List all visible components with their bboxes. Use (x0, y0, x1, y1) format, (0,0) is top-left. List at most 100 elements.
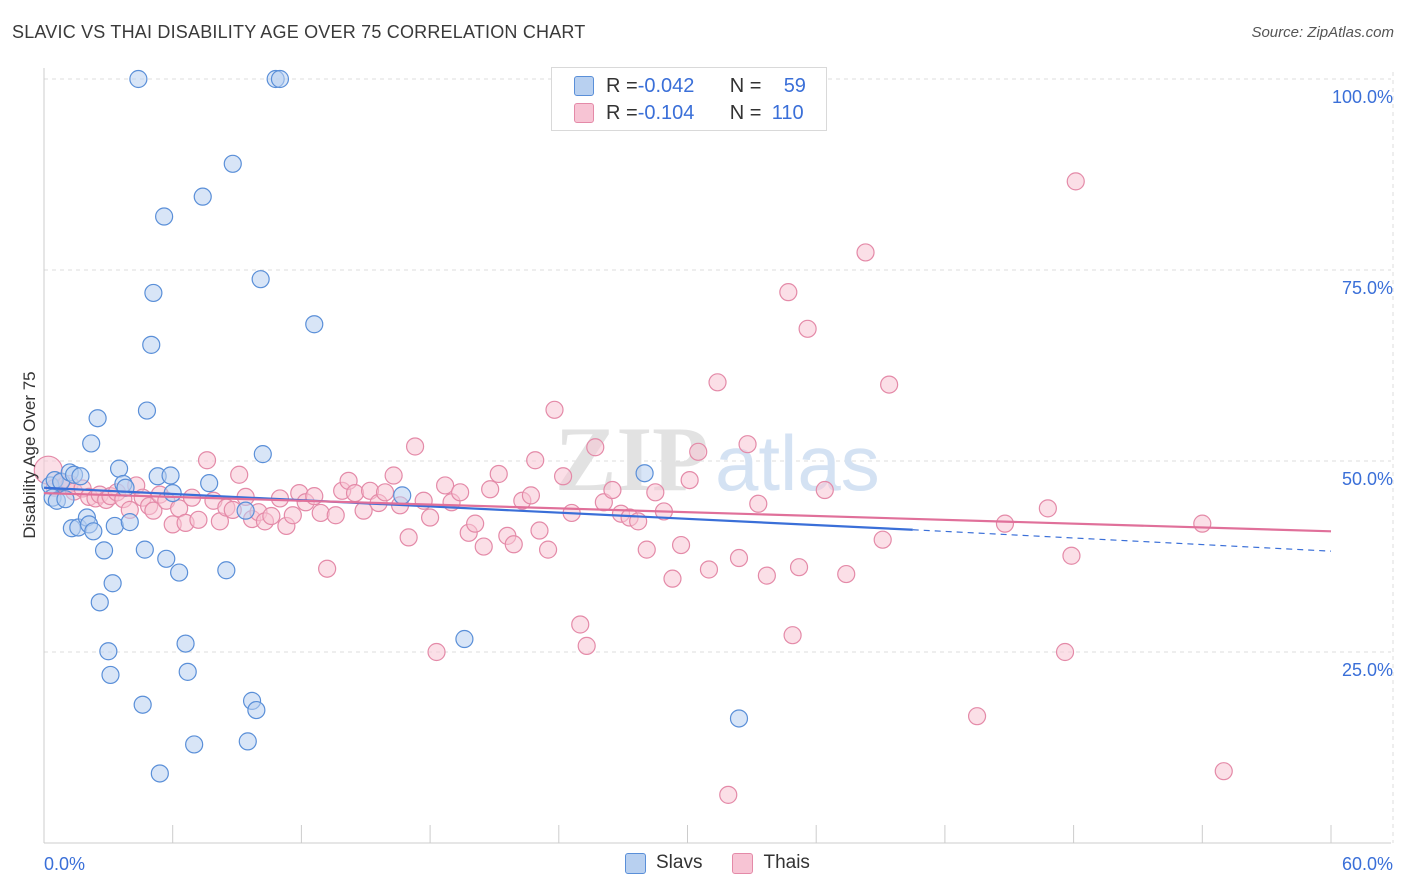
slavs-point (217, 561, 236, 580)
thais-point (474, 537, 493, 556)
thais-point (749, 494, 768, 513)
thais-point (708, 373, 727, 392)
x-tick-label: 60.0% (1342, 854, 1393, 874)
legend-item-slavs[interactable]: Slavs (625, 852, 702, 874)
slavs-points (41, 69, 749, 783)
slavs-point (155, 207, 174, 226)
slavs-point (109, 459, 129, 478)
thais-point (466, 514, 485, 533)
thais-point (1062, 546, 1081, 565)
slavs-point (247, 700, 266, 720)
thais-point (783, 626, 802, 645)
slavs-point (90, 593, 109, 612)
tick-labels: 100.0% 75.0% 50.0% 25.0% 0.0% 60.0% (44, 87, 1393, 874)
slavs-point (455, 629, 474, 649)
thais-point (375, 483, 395, 502)
slavs-point (251, 270, 270, 289)
thais-point (1214, 762, 1233, 781)
slavs-point (393, 486, 412, 505)
y-tick-label: 100.0% (1332, 87, 1393, 107)
slavs-point (635, 464, 654, 483)
slavs-trend-line (43, 486, 913, 531)
slavs-point (223, 154, 242, 173)
source-label: Source: ZipAtlas.com (1251, 24, 1394, 41)
thais-point (189, 510, 208, 529)
thais-point (571, 615, 590, 634)
slavs-point (84, 522, 103, 541)
chart-title: SLAVIC VS THAI DISABILITY AGE OVER 75 CO… (12, 22, 586, 42)
slavs-point (157, 549, 176, 568)
thais-point (553, 467, 573, 486)
slavs-point (133, 695, 152, 714)
slavs-point (253, 445, 272, 464)
slavs-point (170, 563, 189, 582)
slavs-point (135, 540, 154, 559)
thais-point (738, 435, 757, 454)
thais-point (729, 548, 749, 568)
y-axis-label: Disability Age Over 75 (20, 371, 39, 538)
thais-point (326, 506, 345, 525)
thais-point (421, 508, 440, 527)
thais-point (967, 707, 987, 726)
thais-point (603, 480, 622, 500)
thais-point (384, 466, 403, 485)
slavs-point (185, 735, 204, 754)
slavs-point (270, 69, 290, 89)
thais-point (689, 442, 708, 461)
legend-label-thais: Thais (763, 852, 810, 873)
legend-item-thais[interactable]: Thais (732, 852, 810, 874)
slavs-point (88, 409, 107, 428)
thais-point (144, 501, 163, 520)
thais-point (798, 319, 817, 338)
thais-point (530, 521, 549, 540)
n-label: N = (729, 74, 762, 97)
thais-point (1193, 514, 1212, 533)
r-label: R = (606, 101, 638, 124)
thais-point (283, 506, 302, 525)
legend-row-slavs: R = -0.042 N = 59 (574, 73, 806, 99)
thais-point (856, 243, 875, 262)
thais-point (779, 283, 798, 302)
slavs-point (103, 574, 122, 593)
thais-point (837, 564, 856, 584)
thais-point (345, 483, 365, 503)
slavs-trend-extension (912, 529, 1332, 552)
thais-point (262, 506, 281, 526)
n-label: N = (729, 101, 762, 124)
thais-point (995, 514, 1015, 533)
thais-point (577, 636, 596, 655)
thais-point (481, 480, 500, 499)
slavs-point (105, 516, 124, 536)
thais-point (354, 501, 373, 520)
slavs-point (116, 478, 135, 497)
thais-point (699, 560, 719, 579)
thais-point (680, 471, 699, 490)
thais-point (427, 642, 446, 662)
slavs-point (129, 69, 148, 89)
thais-point (671, 535, 691, 555)
y-tick-label: 25.0% (1342, 660, 1393, 680)
thais-point (545, 400, 564, 419)
slavs-point (144, 283, 163, 303)
thais-point (436, 476, 455, 495)
thais-point (757, 566, 776, 585)
slavs-point (161, 466, 180, 485)
slavs-point (193, 187, 212, 206)
thais-point (719, 785, 738, 804)
thais-point (197, 451, 217, 470)
thais-point (521, 486, 541, 505)
thais-point (489, 464, 508, 484)
slavs-point (142, 335, 161, 354)
thais-legend-swatch (732, 852, 754, 874)
legend-label-slavs: Slavs (656, 852, 703, 873)
thais-point (504, 535, 523, 554)
thais-point (405, 437, 425, 456)
thais-swatch (574, 103, 594, 123)
thais-point (663, 569, 682, 588)
slavs-point (82, 434, 101, 453)
thais-point (526, 451, 545, 470)
n-value: 110 (771, 101, 804, 124)
thais-point (873, 530, 892, 549)
thais-point (318, 559, 337, 578)
